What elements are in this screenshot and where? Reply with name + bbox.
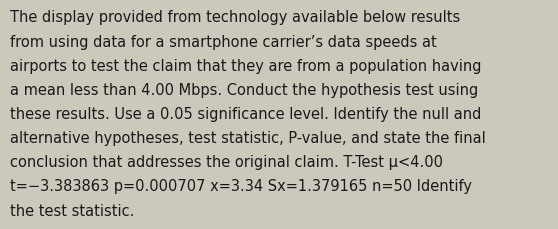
Text: a mean less than 4.00 Mbps. Conduct the hypothesis test using: a mean less than 4.00 Mbps. Conduct the … [10,82,478,97]
Text: alternative hypotheses, test statistic, P-value, and state the final: alternative hypotheses, test statistic, … [10,131,486,145]
Text: these results. Use a 0.05 significance level. Identify the null and: these results. Use a 0.05 significance l… [10,106,482,121]
Text: from using data for a smartphone carrier’s data speeds at: from using data for a smartphone carrier… [10,34,437,49]
Text: conclusion that addresses the original claim. T-Test μ<4.00: conclusion that addresses the original c… [10,155,443,169]
Text: t=−3.383863 p=0.000707 x=3.34 Sx=1.379165 n=50 Identify: t=−3.383863 p=0.000707 x=3.34 Sx=1.37916… [10,179,472,194]
Text: the test statistic.: the test statistic. [10,203,134,218]
Text: The display provided from technology available below results: The display provided from technology ava… [10,10,460,25]
Text: airports to test the claim that they are from a population having: airports to test the claim that they are… [10,58,482,73]
